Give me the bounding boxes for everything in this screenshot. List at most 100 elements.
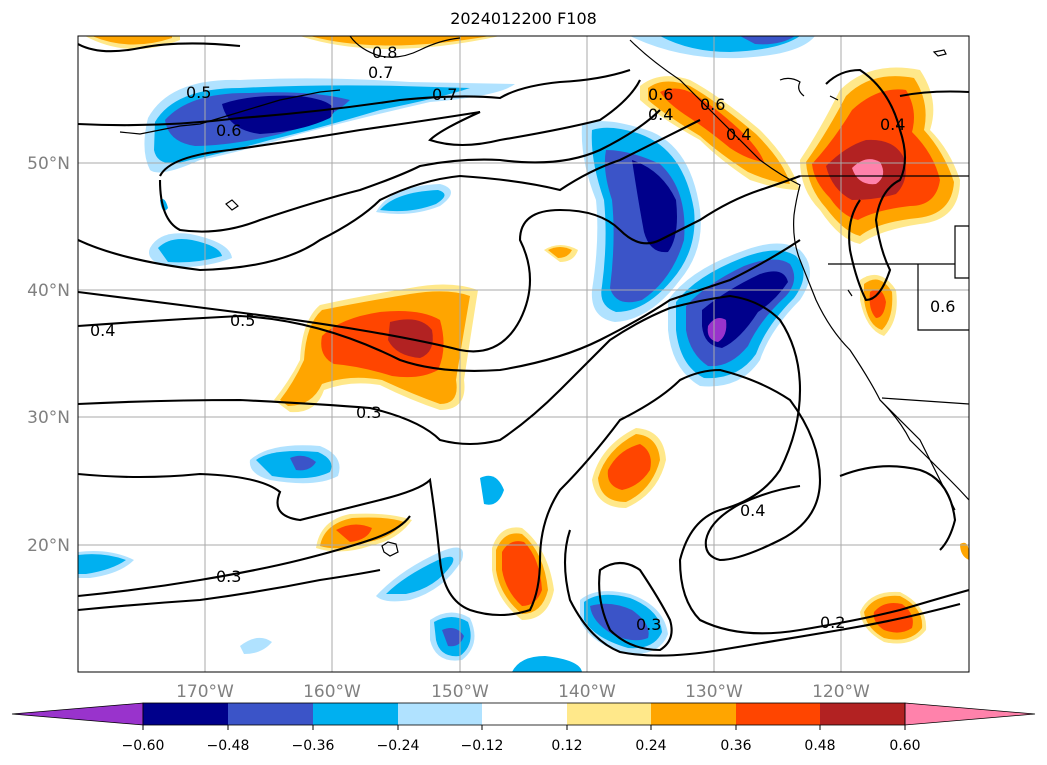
contour-line <box>78 239 801 372</box>
colorbar-segment <box>567 703 651 725</box>
contour-line <box>159 79 641 177</box>
contour-label: 0.4 <box>740 501 765 520</box>
coastline-north-america <box>629 39 969 501</box>
gridlines <box>78 36 969 672</box>
contour-line <box>78 42 241 53</box>
contour-label: 0.4 <box>648 105 673 124</box>
contour-label: 0.6 <box>216 121 241 140</box>
negative-anomaly <box>290 455 316 471</box>
colorbar-frame <box>142 702 906 726</box>
contour-line <box>78 294 969 635</box>
colorbar-extend-low <box>11 702 144 726</box>
lon-label: 150°W <box>431 682 489 702</box>
colorbar-tick-label: 0.48 <box>804 738 835 754</box>
longitude-labels: 170°W 160°W 150°W 140°W 130°W 120°W <box>176 682 870 702</box>
positive-anomaly <box>92 36 172 45</box>
colorbar-tick-label: −0.48 <box>207 738 250 754</box>
negative-anomaly <box>380 190 445 212</box>
colorbar-tick-label: 0.60 <box>889 738 920 754</box>
colorbar-segment <box>143 703 228 725</box>
contour-line <box>839 465 957 551</box>
lon-label: 120°W <box>812 682 870 702</box>
colorbar-extend-high <box>904 702 1036 726</box>
map-title: 2024012200 F108 <box>450 9 597 28</box>
negative-anomaly <box>78 554 126 574</box>
contour-line <box>158 109 661 233</box>
plot-frame <box>77 35 970 673</box>
contour-label: 0.6 <box>930 297 955 316</box>
latitude-labels: 50°N 40°N 30°N 20°N <box>27 154 70 556</box>
contour-label: 0.7 <box>368 63 393 82</box>
hawaii-island <box>381 541 399 557</box>
lon-label: 130°W <box>685 682 743 702</box>
contour-label: 0.4 <box>726 125 751 144</box>
positive-anomaly <box>660 88 764 162</box>
border-states <box>828 225 969 331</box>
contour-label: 0.4 <box>880 115 905 134</box>
coastline-aleutians <box>119 89 341 135</box>
contour-line <box>598 561 673 652</box>
contour-line <box>564 529 961 657</box>
lat-label: 30°N <box>27 408 70 428</box>
lon-label: 160°W <box>303 682 361 702</box>
colorbar-segment <box>651 703 736 725</box>
island <box>225 199 239 211</box>
positive-anomaly <box>873 603 913 633</box>
positive-anomaly <box>310 36 490 46</box>
contour-label: 0.6 <box>648 85 673 104</box>
colorbar-tick-label: 0.36 <box>720 738 751 754</box>
negative-anomaly <box>240 637 272 654</box>
colorbar-tick-label: −0.36 <box>292 738 335 754</box>
contour-label: 0.7 <box>432 85 457 104</box>
colorbar-tick-label: −0.24 <box>377 738 420 754</box>
contour-label: 0.4 <box>90 321 115 340</box>
contour-line <box>78 568 381 612</box>
contour-label: 0.2 <box>820 613 845 632</box>
colorbar-tick-label: −0.12 <box>461 738 504 754</box>
colorbar-tick-label: 0.12 <box>551 738 582 754</box>
negative-anomaly <box>590 603 649 641</box>
positive-anomaly <box>336 524 372 542</box>
negative-anomaly <box>386 556 454 594</box>
colorbar-segment <box>820 703 905 725</box>
contour-label: 0.8 <box>372 43 397 62</box>
negative-anomaly <box>632 160 677 253</box>
colorbar-tick-label: 0.24 <box>635 738 666 754</box>
positive-anomaly <box>548 247 572 258</box>
contour-label: 0.5 <box>186 83 211 102</box>
colorbar-segment <box>313 703 398 725</box>
negative-anomaly <box>158 239 222 263</box>
border-us-mexico <box>881 397 969 405</box>
colorbar-segment <box>228 703 313 725</box>
island <box>829 49 947 297</box>
positive-anomaly <box>960 542 969 560</box>
positive-anomaly <box>852 159 884 185</box>
coastlines <box>119 36 969 557</box>
positive-anomaly <box>607 444 651 490</box>
coastline-alaska <box>349 36 461 58</box>
contour-labels: 0.8 0.7 0.7 0.6 0.5 0.5 0.4 0.3 0.3 0.3 … <box>90 43 955 634</box>
contour-line <box>899 90 969 98</box>
lon-label: 170°W <box>176 682 234 702</box>
negative-anomaly <box>480 475 504 505</box>
contour-label: 0.3 <box>356 403 381 422</box>
positive-anomaly <box>502 541 542 606</box>
coastline-alaska-panhandle <box>779 77 805 97</box>
negative-anomaly <box>707 318 727 342</box>
negative-anomaly <box>512 656 582 672</box>
negative-anomaly <box>740 36 795 45</box>
lon-label: 140°W <box>558 682 616 702</box>
contour-line <box>78 69 631 127</box>
contour-label: 0.5 <box>230 311 255 330</box>
contour-line <box>78 119 701 272</box>
contour-line <box>78 175 801 353</box>
contour-label: 0.3 <box>636 615 661 634</box>
colorbar-segment <box>482 703 567 725</box>
contour-lines <box>78 42 969 657</box>
negative-anomaly <box>442 628 464 647</box>
lat-label: 20°N <box>27 536 70 556</box>
colorbar-tick-label: −0.60 <box>122 738 165 754</box>
colorbar-segment <box>398 703 482 725</box>
contour-line <box>825 68 907 302</box>
